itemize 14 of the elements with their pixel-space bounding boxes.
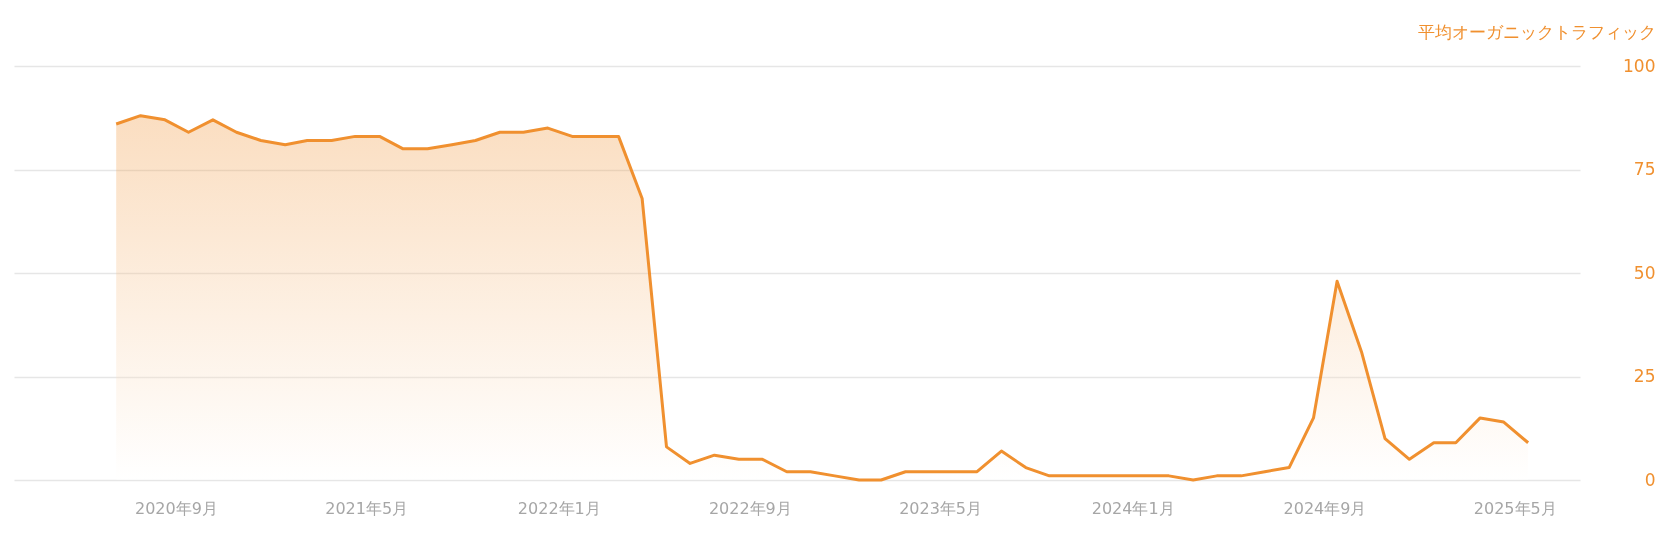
x-tick-label: 2022年9月: [708, 498, 792, 518]
x-tick-label: 2024年1月: [1091, 498, 1175, 518]
x-tick-label: 2024年9月: [1283, 498, 1367, 518]
x-tick-label: 2025年5月: [1473, 498, 1557, 518]
x-tick-label: 2023年5月: [899, 498, 983, 518]
y-tick-label: 50: [1633, 262, 1656, 283]
y-axis-title: 平均オーガニックトラフィック: [1417, 21, 1656, 42]
y-tick-label: 25: [1633, 366, 1656, 386]
x-tick-label: 2022年1月: [517, 498, 601, 518]
y-tick-label: 0: [1644, 469, 1656, 490]
x-tick-label: 2021年5月: [325, 498, 409, 518]
y-tick-label: 75: [1633, 159, 1656, 179]
x-tick-label: 2020年9月: [134, 498, 218, 518]
y-tick-label: 100: [1623, 55, 1656, 76]
